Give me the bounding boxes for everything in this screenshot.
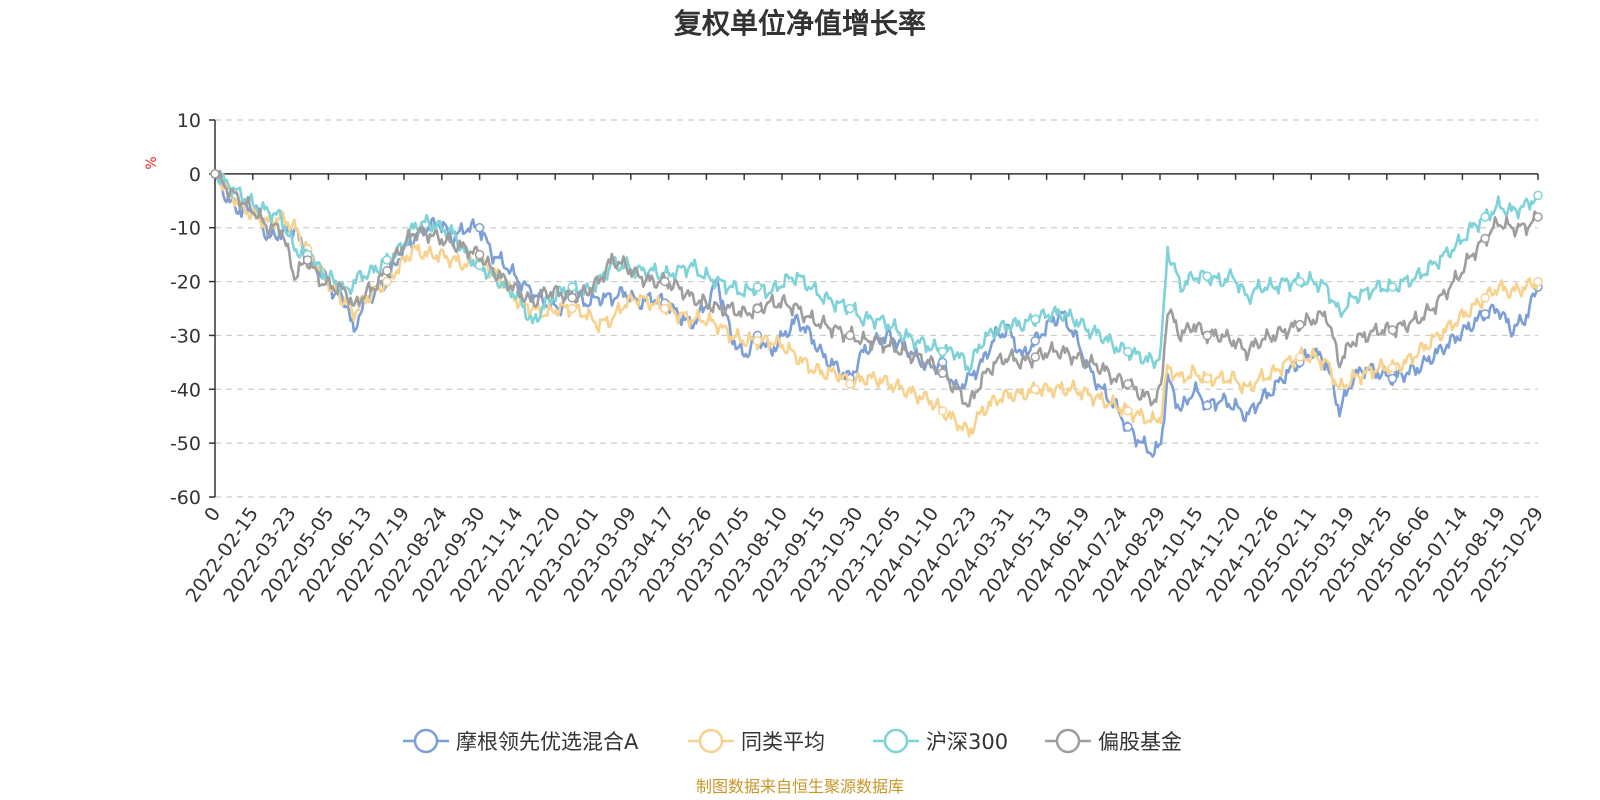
data-point-marker — [1533, 276, 1543, 287]
data-point-marker — [937, 368, 948, 378]
data-point-marker — [382, 266, 392, 276]
data-point-marker — [567, 303, 577, 314]
data-point-marker — [660, 276, 670, 287]
data-point-marker — [1295, 319, 1305, 330]
data-point-marker — [567, 282, 577, 292]
series-line-0 — [213, 173, 1540, 458]
data-point-marker — [210, 169, 220, 179]
data-point-marker — [1030, 314, 1041, 325]
data-point-marker — [752, 282, 763, 292]
legend-label: 沪深300 — [926, 730, 1008, 754]
data-point-marker — [1123, 422, 1133, 432]
data-point-marker — [845, 303, 855, 314]
y-tick-label: -20 — [170, 272, 201, 294]
data-point-marker — [1480, 212, 1490, 222]
data-point-marker — [1480, 309, 1490, 319]
legend-item-0[interactable]: 摩根领先优选混合A — [403, 728, 639, 754]
data-point-marker — [845, 379, 855, 389]
data-point-marker — [382, 276, 392, 287]
y-tick-label: -30 — [170, 325, 201, 347]
data-point-marker — [845, 330, 855, 341]
data-point-marker — [1295, 352, 1305, 362]
data-point-marker — [1295, 276, 1305, 287]
legend-marker-icon — [698, 728, 724, 754]
data-point-marker — [937, 406, 948, 416]
data-point-marker — [752, 336, 763, 346]
data-point-marker — [1123, 406, 1133, 416]
legend-label: 摩根领先优选混合A — [456, 730, 639, 754]
data-point-marker — [1202, 330, 1212, 341]
data-point-marker — [1480, 292, 1490, 303]
legend-item-2[interactable]: 沪深300 — [873, 728, 1008, 754]
data-point-marker — [1387, 325, 1398, 335]
data-point-marker — [1030, 352, 1041, 362]
data-point-marker — [1202, 373, 1212, 384]
y-tick-label: -40 — [170, 379, 201, 401]
chart-title: 复权单位净值增长率 — [674, 7, 926, 40]
series-line-3 — [214, 169, 1540, 408]
y-tick-label: -10 — [170, 218, 201, 240]
data-point-marker — [474, 222, 485, 233]
data-point-marker — [1480, 233, 1490, 244]
legend-marker-icon — [883, 728, 909, 754]
legend-label: 偏股基金 — [1098, 730, 1182, 754]
data-point-marker — [382, 255, 392, 265]
legend-item-1[interactable]: 同类平均 — [688, 728, 825, 754]
legend-label: 同类平均 — [741, 730, 825, 754]
legend-marker-icon — [1055, 728, 1081, 754]
legend-marker-icon — [413, 728, 439, 754]
data-point-marker — [567, 292, 577, 303]
y-axis-unit-label: % — [144, 156, 160, 169]
series-lines — [210, 169, 1543, 458]
data-point-marker — [1387, 362, 1398, 373]
y-tick-label: 10 — [177, 110, 201, 132]
y-tick-label: 0 — [189, 164, 201, 186]
data-point-marker — [1030, 336, 1041, 346]
data-point-marker — [1123, 346, 1133, 357]
data-point-marker — [1533, 212, 1543, 222]
data-point-marker — [1123, 379, 1133, 389]
data-point-marker — [937, 346, 948, 357]
legend-item-3[interactable]: 偏股基金 — [1045, 728, 1182, 754]
data-source-note: 制图数据来自恒生聚源数据库 — [696, 777, 904, 796]
data-point-marker — [1030, 384, 1041, 395]
data-point-marker — [302, 255, 313, 265]
data-point-marker — [1387, 373, 1398, 384]
x-tick-label: 0 — [200, 503, 225, 526]
data-point-marker — [1387, 282, 1398, 292]
series-line-2 — [214, 172, 1539, 373]
data-point-marker — [1202, 271, 1212, 281]
data-point-marker — [1202, 400, 1212, 411]
series-line-1 — [214, 173, 1540, 438]
legend[interactable]: 摩根领先优选混合A 同类平均 沪深300 偏股基金 — [403, 728, 1182, 754]
data-point-marker — [1533, 190, 1543, 201]
data-point-marker — [752, 303, 763, 314]
y-tick-label: -50 — [170, 433, 201, 455]
data-point-marker — [660, 303, 670, 314]
data-point-marker — [474, 249, 485, 260]
y-tick-label: -60 — [170, 487, 201, 509]
